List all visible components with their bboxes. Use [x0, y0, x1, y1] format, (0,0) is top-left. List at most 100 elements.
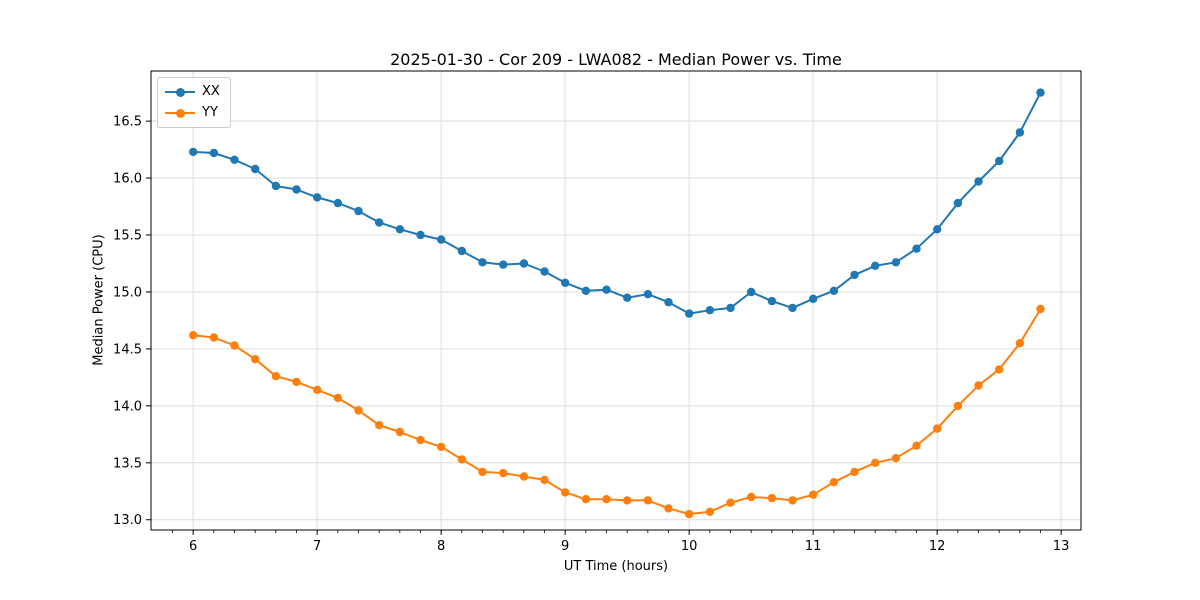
data-point [437, 235, 446, 244]
data-point [912, 441, 921, 450]
data-point [602, 495, 611, 504]
data-point [829, 286, 839, 295]
data-point [230, 341, 239, 350]
data-point [623, 496, 632, 505]
legend-swatch-xx [165, 86, 195, 98]
data-point [664, 504, 673, 513]
data-point [1036, 304, 1045, 314]
data-point [209, 333, 219, 342]
gridlines [151, 71, 1081, 530]
x-tick-label: 6 [189, 539, 197, 554]
series-yy [189, 304, 1045, 519]
data-point [395, 427, 405, 437]
data-point [974, 177, 983, 186]
data-point [767, 493, 777, 503]
data-point [561, 488, 570, 497]
data-point [664, 298, 673, 307]
y-tick-label: 13.0 [113, 513, 142, 528]
data-point [933, 424, 942, 433]
data-point [643, 496, 653, 505]
data-point [540, 475, 549, 485]
legend-swatch-yy [165, 107, 195, 119]
data-point [685, 309, 694, 318]
legend-item-yy: YY [165, 104, 220, 122]
data-point [623, 293, 632, 302]
data-point [395, 225, 405, 234]
series-line-xx [192, 91, 1042, 315]
data-point [519, 259, 529, 268]
y-tick-label: 16.0 [113, 172, 142, 187]
data-point [871, 261, 880, 270]
data-point [251, 164, 260, 174]
y-axis-label: Median Power (CPU) [91, 234, 107, 366]
data-point [375, 421, 384, 430]
series-xx [189, 88, 1045, 318]
y-tick-label: 16.5 [113, 115, 142, 130]
data-point [230, 155, 239, 164]
axis-ticks: 6 7 8 9 10 11 12 13 13.0 13.5 14.0 14.5 15.0 15.5 16.0… [113, 115, 1069, 554]
x-tick-label: 7 [313, 539, 321, 554]
data-point [581, 286, 591, 295]
data-point [974, 381, 983, 390]
data-point [850, 270, 859, 280]
data-point [354, 406, 363, 415]
data-point [788, 303, 797, 313]
data-point [478, 467, 487, 477]
data-point [809, 294, 818, 303]
data-point [705, 507, 715, 516]
data-point [333, 393, 343, 403]
data-point [1036, 88, 1045, 97]
legend: XX YY [157, 77, 231, 128]
legend-label-xx: XX [202, 84, 220, 99]
data-point [912, 244, 921, 253]
y-tick-label: 15.5 [113, 229, 142, 244]
data-point [561, 278, 570, 287]
data-point [933, 225, 942, 234]
data-point [871, 458, 880, 467]
data-point [292, 377, 301, 387]
data-point [499, 468, 508, 478]
x-axis-label: UT Time (hours) [563, 559, 669, 574]
data-point [209, 148, 219, 158]
y-tick-label: 14.5 [113, 342, 142, 357]
data-point [602, 285, 611, 294]
x-tick-label: 9 [561, 539, 569, 554]
x-tick-label: 10 [681, 539, 698, 554]
data-point [829, 478, 839, 487]
data-point [995, 156, 1004, 166]
y-tick-label: 13.5 [113, 456, 142, 471]
legend-marker-icon [176, 88, 185, 97]
y-tick-label: 15.0 [113, 285, 142, 300]
data-point [726, 303, 735, 313]
data-point [747, 287, 756, 297]
plot-border [150, 70, 1082, 531]
data-point [581, 495, 591, 504]
data-point [1015, 128, 1025, 137]
data-point [189, 147, 198, 157]
x-tick-label: 12 [929, 539, 946, 554]
data-point [747, 492, 756, 502]
data-point [189, 331, 198, 340]
data-point [540, 267, 549, 276]
data-point [995, 365, 1004, 374]
data-point [767, 296, 777, 306]
data-point [251, 355, 260, 364]
data-point [271, 372, 281, 381]
legend-label-yy: YY [202, 105, 218, 120]
series-line-yy [192, 308, 1042, 516]
data-point [457, 455, 467, 464]
data-point [313, 193, 322, 202]
data-point [685, 509, 694, 519]
data-point [271, 181, 281, 191]
x-tick-label: 8 [437, 539, 445, 554]
legend-marker-icon [176, 109, 185, 118]
data-point [891, 454, 901, 463]
data-point [499, 260, 508, 269]
chart-title: 2025-01-30 - Cor 209 - LWA082 - Median P… [390, 50, 842, 69]
data-point [416, 435, 425, 445]
data-point [333, 198, 343, 208]
data-point [416, 230, 425, 240]
data-point [953, 198, 963, 208]
